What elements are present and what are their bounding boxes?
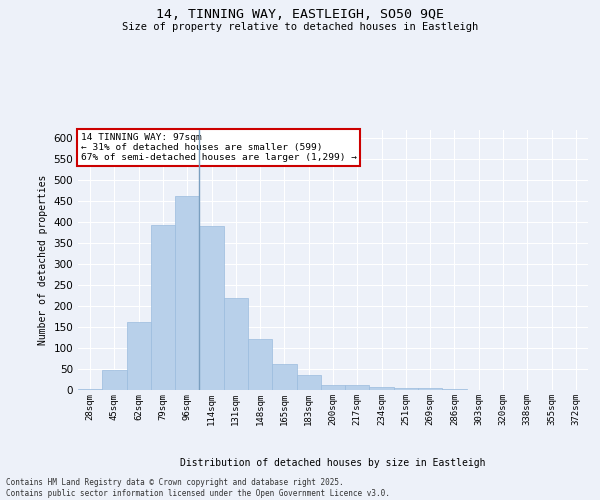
Bar (224, 298, 248, 390)
Bar (394, 388, 418, 390)
Bar (418, 388, 442, 390)
Text: 14, TINNING WAY, EASTLEIGH, SO50 9QE: 14, TINNING WAY, EASTLEIGH, SO50 9QE (156, 8, 444, 20)
Bar (321, 384, 345, 390)
Bar (345, 384, 370, 390)
Bar (151, 225, 175, 390)
Bar (248, 340, 272, 390)
Bar (370, 386, 394, 390)
Bar (102, 370, 127, 390)
Bar (175, 196, 199, 390)
Bar (127, 322, 151, 390)
Bar (199, 226, 224, 390)
Bar (296, 375, 321, 390)
Bar (442, 389, 467, 390)
Bar (78, 389, 102, 390)
Text: Distribution of detached houses by size in Eastleigh: Distribution of detached houses by size … (180, 458, 486, 468)
Bar (272, 364, 296, 390)
Text: Contains HM Land Registry data © Crown copyright and database right 2025.
Contai: Contains HM Land Registry data © Crown c… (6, 478, 390, 498)
Text: Size of property relative to detached houses in Eastleigh: Size of property relative to detached ho… (122, 22, 478, 32)
Y-axis label: Number of detached properties: Number of detached properties (38, 175, 48, 345)
Text: 14 TINNING WAY: 97sqm
← 31% of detached houses are smaller (599)
67% of semi-det: 14 TINNING WAY: 97sqm ← 31% of detached … (80, 132, 356, 162)
